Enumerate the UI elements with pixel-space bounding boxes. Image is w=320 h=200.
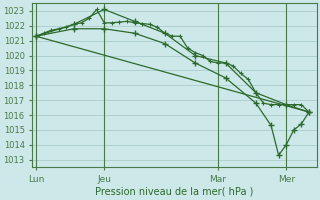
X-axis label: Pression niveau de la mer( hPa ): Pression niveau de la mer( hPa ) bbox=[95, 187, 253, 197]
